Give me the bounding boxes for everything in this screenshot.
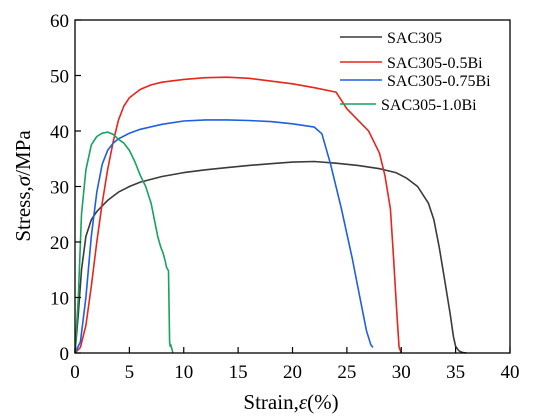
legend-label-1: SAC305 [387,30,442,47]
x-tick-label: 25 [337,362,356,383]
x-tick-label: 35 [446,362,465,383]
y-tick-label: 50 [50,67,69,88]
y-tick-label: 40 [50,122,69,143]
x-axis-title-prefix: Strain, [243,390,298,414]
y-tick-label: 0 [60,344,70,365]
x-tick-label: 10 [174,362,193,383]
x-axis-title-symbol: ε [299,390,308,414]
y-axis-title-suffix: /MPa [11,130,35,176]
legend-label-2: SAC305-0.5Bi [387,55,483,72]
x-tick-label: 0 [70,362,80,383]
y-axis-title-prefix: Stress, [11,186,35,241]
series-line-2 [74,76,403,354]
y-axis-title: Stress,σ/MPa [11,130,35,242]
x-tick-label: 15 [229,362,248,383]
x-axis-title: Strain,ε(%) [243,390,338,414]
x-tick-label: 20 [283,362,302,383]
y-tick-label: 10 [50,289,69,310]
y-tick-label: 30 [50,178,69,199]
y-tick-label: 60 [50,11,69,32]
y-tick-label: 20 [50,233,69,254]
series-layer [74,76,467,354]
series-line-3 [74,119,374,354]
series-line-1 [74,160,467,354]
legend-label-4: SAC305-1.0Bi [381,97,477,114]
ticks-layer: 0 5 10 15 20 25 30 35 40 0 10 20 30 40 50 60 [50,11,520,383]
x-axis-title-suffix: (%) [307,390,338,414]
x-tick-label: 5 [125,362,135,383]
series-line-4 [74,131,174,354]
x-tick-label: 40 [501,362,520,383]
legend-label-3: SAC305-0.75Bi [387,73,491,90]
y-axis-title-symbol: σ [11,174,35,186]
x-tick-label: 30 [392,362,411,383]
